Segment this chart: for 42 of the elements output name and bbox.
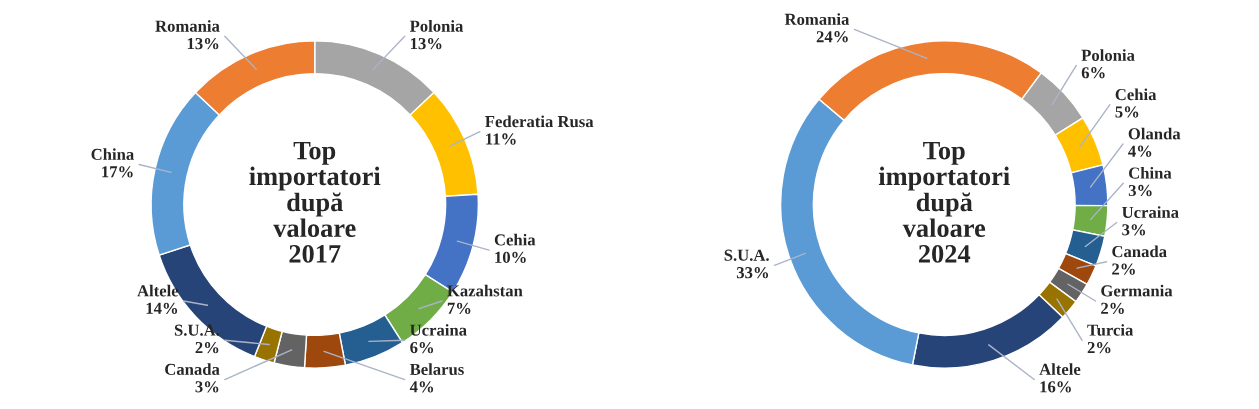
text: Top importatori după valoare 2017 xyxy=(249,141,381,263)
slice-label: Belarus xyxy=(409,363,464,376)
data-label: 10% xyxy=(495,251,526,264)
slice-label: Cehia xyxy=(1115,88,1157,101)
data-label: 13% xyxy=(410,37,442,50)
data-label: 33% xyxy=(736,267,769,279)
data-label: 16% xyxy=(1040,381,1071,393)
data-label: 2% xyxy=(1087,341,1111,354)
data-label: 2% xyxy=(1112,263,1135,275)
data-label: 17% xyxy=(102,166,133,178)
data-label: 2% xyxy=(195,341,219,354)
data-label: 13% xyxy=(187,37,219,50)
slice-label: Cehia xyxy=(494,233,536,246)
slice-label: Federatia Rusa xyxy=(485,115,594,128)
slice-label: Olanda xyxy=(1128,127,1181,140)
slice-label: China xyxy=(91,148,134,160)
slice-label: S.U.A. xyxy=(724,249,769,261)
data-label: 6% xyxy=(1081,67,1105,79)
slice-label: Polonia xyxy=(409,20,464,32)
data-label: 3% xyxy=(1128,184,1152,197)
data-label: 14% xyxy=(146,302,178,314)
slice-label: Altele xyxy=(1039,363,1081,376)
data-label: 3% xyxy=(195,381,219,393)
slice-label: Ucraina xyxy=(1122,206,1179,218)
data-label: 2% xyxy=(1101,302,1124,314)
slice-label: Canada xyxy=(165,363,220,376)
data-label: 4% xyxy=(409,381,434,393)
slice-label: Germania xyxy=(1101,284,1173,297)
data-label: 5% xyxy=(1115,106,1139,118)
slice-label: China xyxy=(1129,166,1172,179)
slice-label: Turcia xyxy=(1087,324,1134,336)
data-label: 4% xyxy=(1128,145,1152,157)
data-label: 24% xyxy=(816,31,848,43)
text: Top importatori după valoare 2024 xyxy=(878,141,1010,263)
data-label: 3% xyxy=(1122,224,1146,236)
slice-label: Polonia xyxy=(1081,49,1135,61)
data-label: 7% xyxy=(447,302,471,314)
slice-label: Romania xyxy=(155,20,220,32)
data-label: 11% xyxy=(486,133,516,145)
slice-label: Romania xyxy=(784,13,850,25)
slice-label: Canada xyxy=(1112,245,1167,258)
data-label: 6% xyxy=(410,341,434,354)
